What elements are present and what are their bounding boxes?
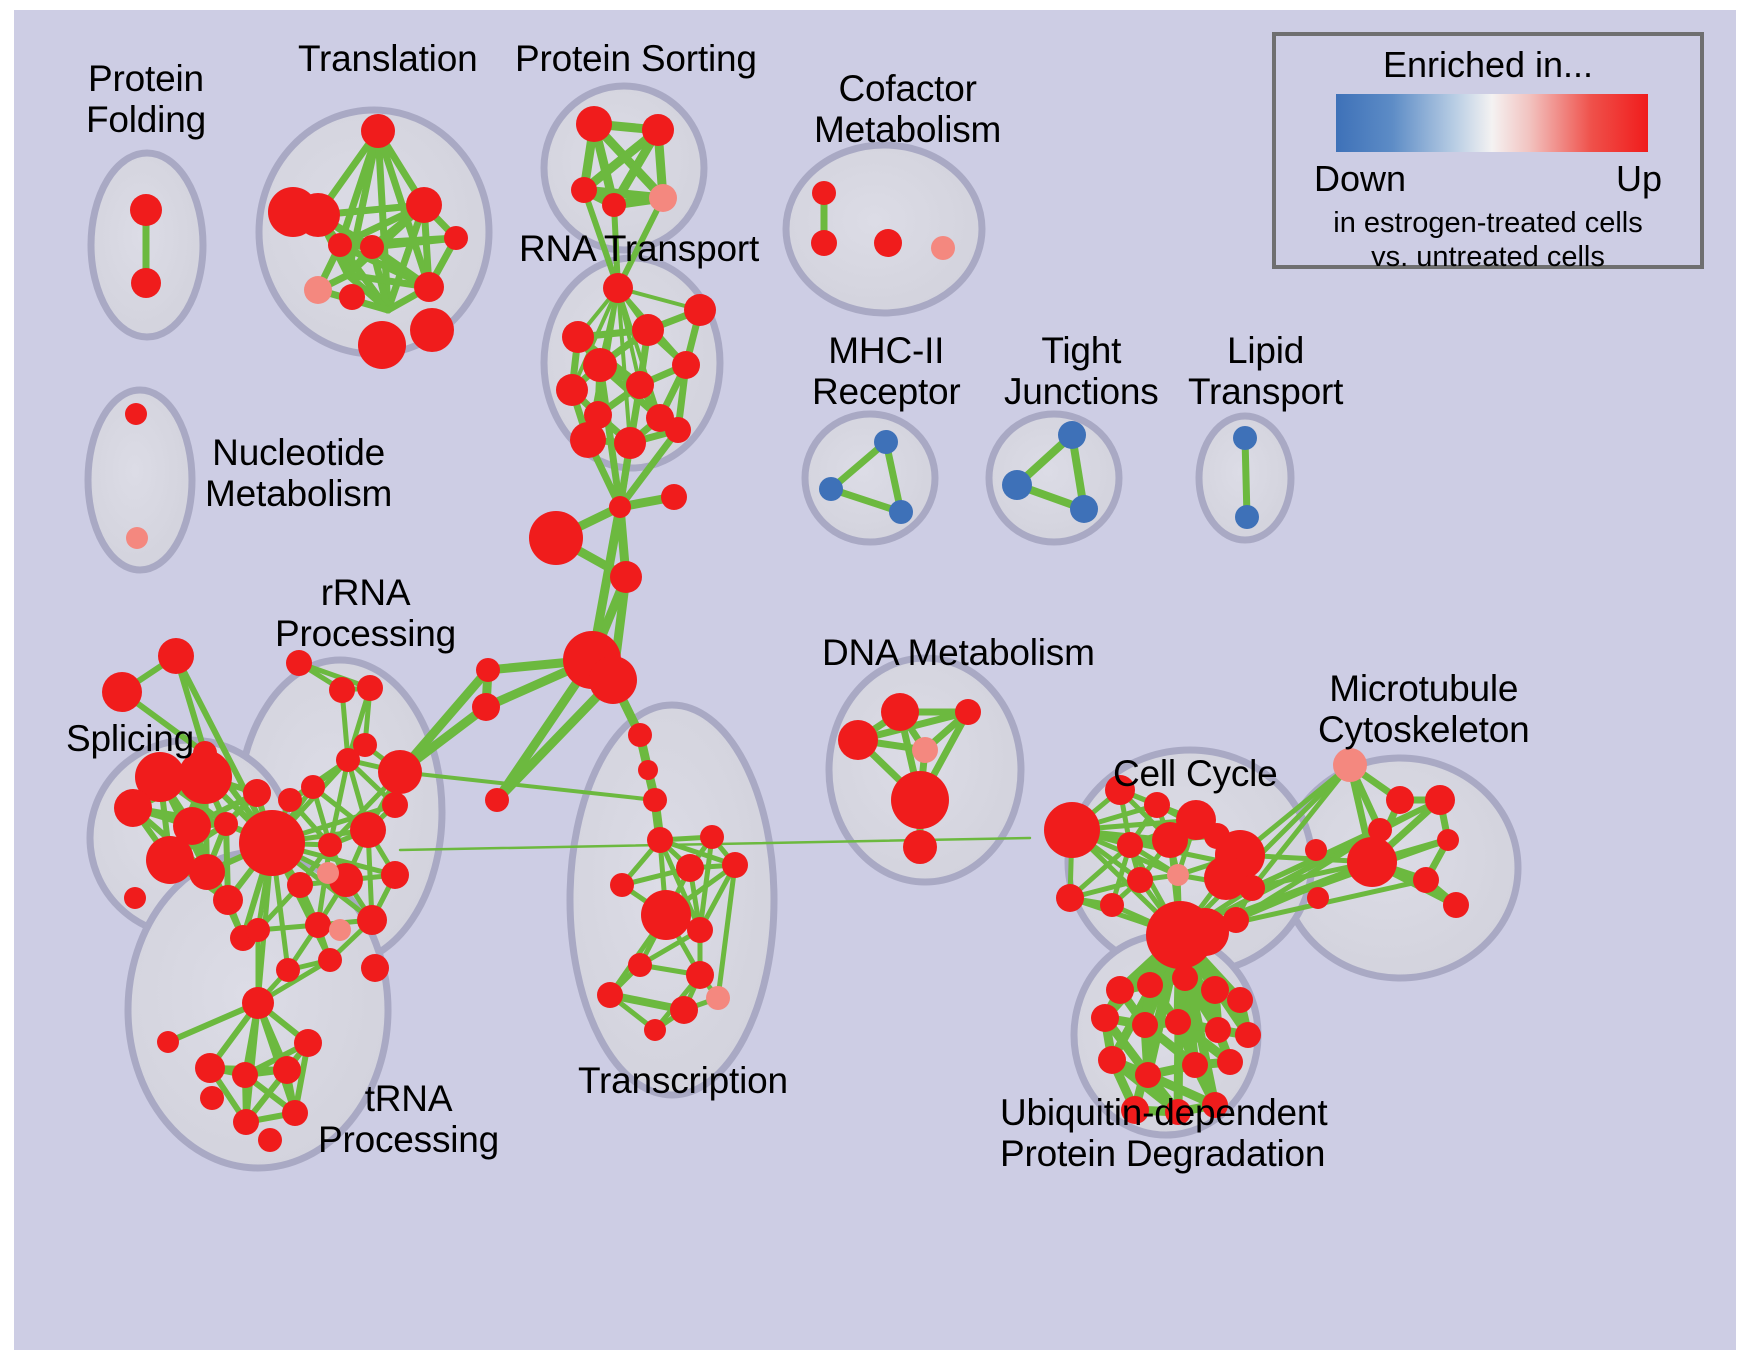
hull-cofactor-metabolism [782, 141, 986, 317]
cluster-label-mhc-ii-receptor: MHC-II Receptor [812, 330, 961, 413]
cluster-label-microtubule-cytoskeleton: Microtubule Cytoskeleton [1318, 668, 1530, 751]
legend-caption-line2: vs. untreated cells [1371, 241, 1605, 274]
cluster-label-ubiquitin-degradation: Ubiquitin-dependent Protein Degradation [1000, 1092, 1328, 1175]
cluster-label-rrna-processing: rRNA Processing [275, 572, 457, 655]
cluster-label-rna-transport: RNA Transport [519, 228, 760, 269]
hull-protein-sorting [540, 82, 708, 254]
cluster-label-protein-folding: Protein Folding [86, 58, 206, 141]
color-scale-bar [1336, 94, 1648, 152]
cluster-label-dna-metabolism: DNA Metabolism [822, 632, 1095, 673]
legend-caption: in estrogen-treated cells vs. untreated c… [1276, 206, 1700, 274]
legend-box: Enriched in... Down Up in estrogen-treat… [1272, 32, 1704, 273]
cluster-label-splicing: Splicing [66, 718, 194, 759]
hull-mhc-ii [801, 410, 939, 546]
cluster-label-tight-junctions: Tight Junctions [1004, 330, 1159, 413]
legend-low-label: Down [1314, 158, 1407, 199]
cluster-label-protein-sorting: Protein Sorting [515, 38, 757, 79]
cluster-label-lipid-transport: Lipid Transport [1188, 330, 1344, 413]
hull-nucleotide-metabolism [84, 386, 196, 574]
network-nodes [102, 106, 1469, 1152]
cluster-label-nucleotide-metabolism: Nucleotide Metabolism [205, 432, 393, 515]
cluster-label-translation: Translation [298, 38, 478, 79]
cluster-label-cell-cycle: Cell Cycle [1113, 753, 1278, 794]
legend-caption-line1: in estrogen-treated cells [1333, 207, 1643, 239]
legend-title: Enriched in... [1382, 44, 1594, 85]
cluster-label-cofactor-metabolism: Cofactor Metabolism [814, 68, 1002, 151]
cluster-hulls [84, 82, 1522, 1172]
cluster-label-trna-processing: tRNA Processing [318, 1078, 500, 1161]
cluster-label-transcription: Transcription [578, 1060, 788, 1101]
legend-high-label: Up [1615, 158, 1662, 199]
